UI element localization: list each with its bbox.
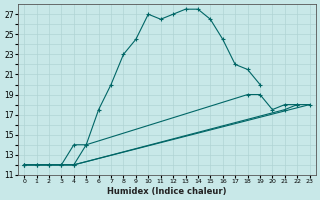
X-axis label: Humidex (Indice chaleur): Humidex (Indice chaleur) bbox=[107, 187, 227, 196]
